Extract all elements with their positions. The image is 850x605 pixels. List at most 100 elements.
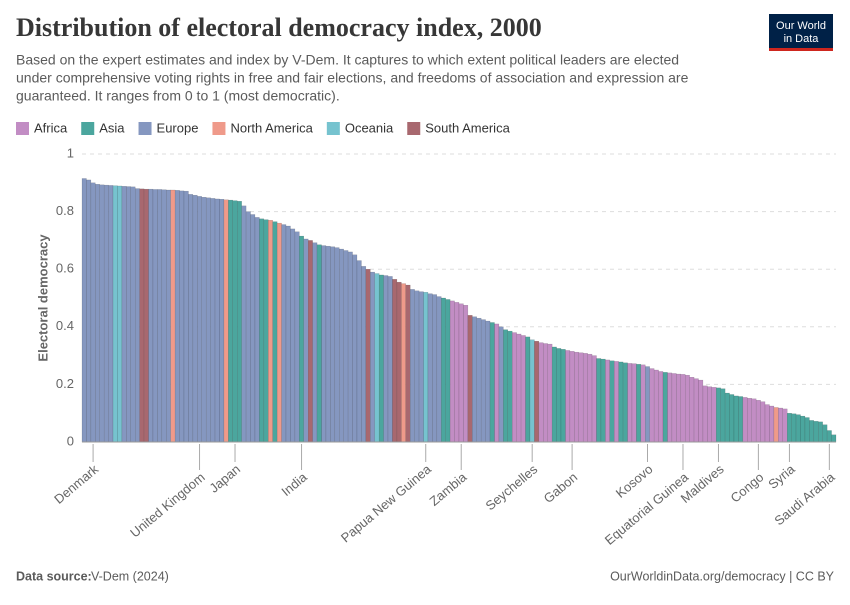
legend-label: Oceania <box>345 120 394 135</box>
bar <box>463 305 469 443</box>
bar <box>729 394 735 443</box>
bar <box>103 184 109 443</box>
bar <box>600 358 606 443</box>
bar <box>276 222 282 443</box>
legend-swatch <box>138 122 152 135</box>
y-tick-label: 1 <box>67 145 74 160</box>
bar <box>95 184 100 443</box>
bar <box>525 336 531 443</box>
bar <box>228 199 233 443</box>
bar <box>512 332 517 443</box>
bar <box>387 276 393 443</box>
legend-swatch <box>326 122 340 135</box>
bar <box>352 254 358 443</box>
legend-label: South America <box>425 120 510 135</box>
bar <box>800 415 806 443</box>
bar <box>263 219 269 443</box>
bar <box>285 225 291 443</box>
bar <box>609 360 615 443</box>
bar <box>321 245 327 443</box>
bar <box>538 342 544 443</box>
bar <box>556 348 562 443</box>
bar <box>250 214 256 443</box>
bar <box>135 188 140 443</box>
bar <box>560 349 566 443</box>
bar <box>795 414 801 443</box>
bar <box>441 297 446 443</box>
bar <box>503 329 508 443</box>
y-tick-label: 0.4 <box>56 318 74 333</box>
bar <box>822 424 828 443</box>
bar <box>467 315 473 443</box>
bar <box>520 335 526 443</box>
bar <box>747 398 752 443</box>
bar <box>432 294 438 443</box>
bar <box>112 185 118 443</box>
bar <box>645 366 650 443</box>
bar <box>161 189 167 443</box>
bar <box>143 188 149 443</box>
bar <box>188 194 194 443</box>
bar <box>818 421 823 443</box>
bar <box>587 353 593 443</box>
y-tick-label: 0.8 <box>56 203 74 218</box>
legend-label: Asia <box>99 120 125 135</box>
bar <box>720 388 726 443</box>
bar <box>778 407 783 443</box>
bar <box>303 238 309 443</box>
bar <box>99 184 105 443</box>
bar <box>480 319 486 443</box>
y-tick-label: 0.2 <box>56 376 74 391</box>
subtitle: under comprehensive voting rights in fre… <box>16 70 689 86</box>
legend-label: Africa <box>34 120 68 135</box>
y-axis-label: Electoral democracy <box>35 234 50 362</box>
bar <box>622 362 628 443</box>
bar <box>449 300 455 443</box>
x-tick-label: Japan <box>206 461 243 495</box>
bar <box>676 373 681 443</box>
bar <box>707 386 713 443</box>
bar <box>458 303 464 443</box>
bar <box>698 379 704 443</box>
bar <box>370 271 375 443</box>
x-tick-label: United Kingdom <box>127 469 208 540</box>
subtitle: Based on the expert estimates and index … <box>16 52 679 68</box>
bar <box>436 296 442 443</box>
bar <box>782 408 788 443</box>
bar <box>578 352 584 443</box>
bar <box>197 196 202 443</box>
bar <box>716 387 721 443</box>
bar <box>596 358 602 443</box>
bar <box>574 351 579 443</box>
bar <box>339 248 344 443</box>
bar <box>680 374 686 443</box>
bar <box>383 275 389 443</box>
bar <box>547 343 553 443</box>
bar <box>410 289 415 443</box>
bar <box>414 290 420 443</box>
bar <box>653 369 659 443</box>
bar <box>733 395 739 443</box>
logo[interactable] <box>769 14 833 50</box>
legend-swatch <box>407 122 421 135</box>
bar <box>201 196 207 443</box>
bar <box>90 182 96 443</box>
bar <box>582 353 588 443</box>
bar <box>685 374 690 443</box>
bar <box>494 323 500 443</box>
bar <box>724 392 730 443</box>
bar <box>627 363 633 443</box>
bar <box>268 220 273 443</box>
bar <box>831 434 837 443</box>
bar <box>773 407 779 443</box>
bar <box>498 326 504 443</box>
legend-swatch <box>81 122 95 135</box>
bar <box>671 373 677 443</box>
bar <box>760 401 766 443</box>
bar <box>804 417 810 443</box>
bar <box>179 190 185 443</box>
bar <box>365 269 371 443</box>
bar <box>281 224 287 443</box>
x-tick-label: Denmark <box>51 461 101 507</box>
